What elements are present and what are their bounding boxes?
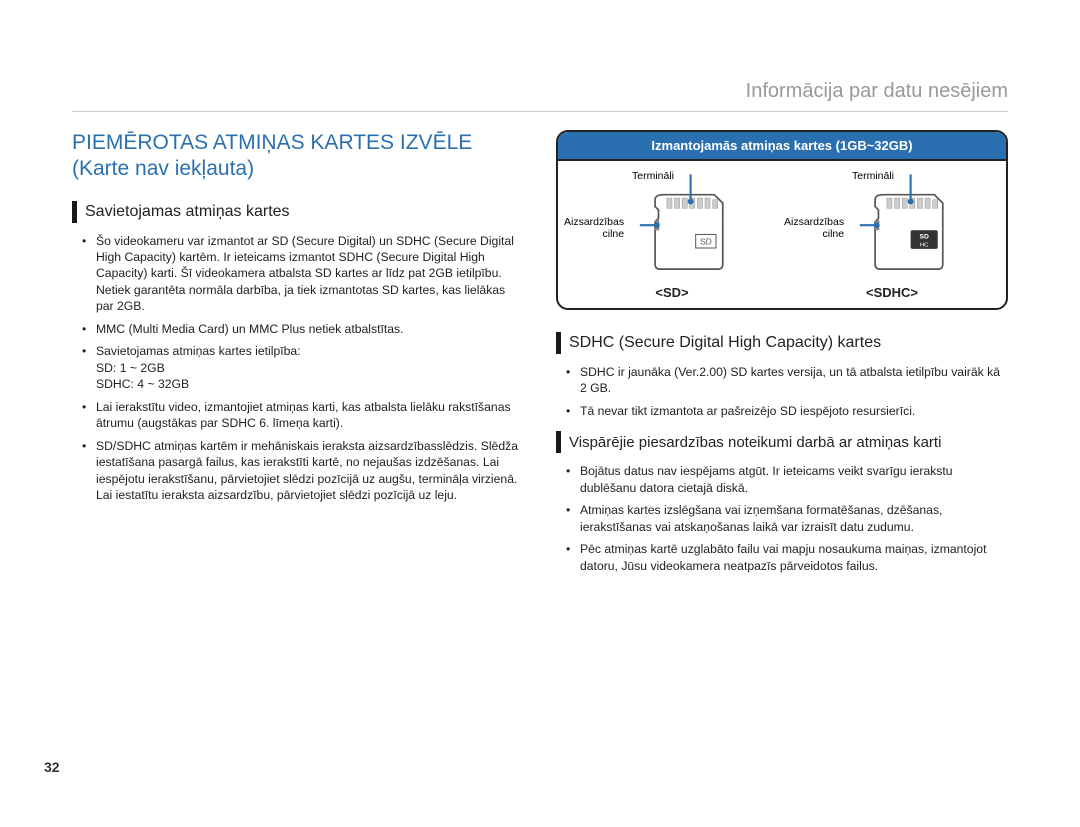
left-bullet-list: Šo videokameru var izmantot ar SD (Secur…	[72, 233, 524, 504]
left-column: PIEMĒROTAS ATMIŅAS KARTES IZVĒLE (Karte …	[72, 130, 524, 580]
terminal-label: Termināli	[852, 171, 894, 183]
precautions-bullet-list: Bojātus datus nav iespējams atgūt. Ir ie…	[556, 463, 1008, 574]
sd-label: <SD>	[655, 285, 688, 300]
bullet-item: SDHC ir jaunāka (Ver.2.00) SD kartes ver…	[570, 364, 1008, 397]
breadcrumb: Informācija par datu nesējiem	[72, 80, 1008, 112]
subheading-compatible-cards: Savietojamas atmiņas kartes	[72, 201, 524, 223]
protect-tab-label: Aizsardzībascilne	[564, 217, 624, 240]
bullet-item: SD/SDHC atmiņas kartēm ir mehāniskais ie…	[86, 438, 524, 504]
card-box-header: Izmantojamās atmiņas kartes (1GB~32GB)	[558, 132, 1006, 161]
sdhc-label: <SDHC>	[866, 285, 918, 300]
bullet-item: Bojātus datus nav iespējams atgūt. Ir ie…	[570, 463, 1008, 496]
sdhc-card-diagram: Aizsardzībascilne Termināli	[786, 171, 998, 300]
sd-card-diagram: Aizsardzībascilne Termināli	[566, 171, 778, 300]
bullet-item: Tā nevar tikt izmantota ar pašreizējo SD…	[570, 403, 1008, 419]
bullet-item: Atmiņas kartes izslēgšana vai izņemšana …	[570, 502, 1008, 535]
subheading-text: SDHC (Secure Digital High Capacity) kart…	[569, 334, 881, 352]
memory-card-box: Izmantojamās atmiņas kartes (1GB~32GB) A…	[556, 130, 1008, 310]
subheading-sdhc: SDHC (Secure Digital High Capacity) kart…	[556, 332, 1008, 354]
accent-bar	[556, 431, 561, 453]
subheading-text: Savietojamas atmiņas kartes	[85, 203, 290, 221]
title-line1: PIEMĒROTAS ATMIŅAS KARTES IZVĒLE	[72, 131, 472, 154]
right-column: Izmantojamās atmiņas kartes (1GB~32GB) A…	[556, 130, 1008, 580]
bullet-item: Lai ierakstītu video, izmantojiet atmiņa…	[86, 399, 524, 432]
subheading-precautions: Vispārējie piesardzības noteikumi darbā …	[556, 431, 1008, 453]
bullet-item: Savietojamas atmiņas kartes ietilpība: S…	[86, 343, 524, 392]
sdhc-bullet-list: SDHC ir jaunāka (Ver.2.00) SD kartes ver…	[556, 364, 1008, 419]
protect-tab-label: Aizsardzībascilne	[784, 217, 844, 240]
bullet-item: Šo videokameru var izmantot ar SD (Secur…	[86, 233, 524, 315]
svg-text:HC: HC	[920, 242, 929, 248]
subheading-text: Vispārējie piesardzības noteikumi darbā …	[569, 434, 941, 451]
accent-bar	[72, 201, 77, 223]
bullet-item: Pēc atmiņas kartē uzglabāto failu vai ma…	[570, 541, 1008, 574]
terminal-label: Termināli	[632, 171, 674, 183]
svg-text:SD: SD	[700, 237, 712, 247]
accent-bar	[556, 332, 561, 354]
section-title: PIEMĒROTAS ATMIŅAS KARTES IZVĒLE (Karte …	[72, 130, 524, 183]
page-number: 32	[44, 759, 60, 775]
bullet-item: MMC (Multi Media Card) un MMC Plus netie…	[86, 321, 524, 337]
title-line2: (Karte nav iekļauta)	[72, 157, 254, 180]
svg-text:SD: SD	[919, 234, 929, 241]
